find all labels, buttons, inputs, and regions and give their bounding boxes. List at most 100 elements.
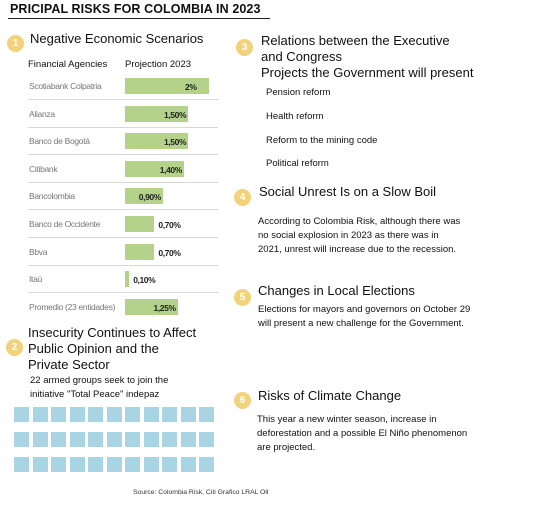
armed-group-square [14,457,29,472]
bar-category-label: Banco de Occidente [29,219,101,229]
bar-value-label: 0,10% [133,275,156,286]
armed-group-square [143,432,159,447]
bar [125,298,178,315]
bar [125,160,184,177]
armed-group-square [51,407,66,422]
armed-group-square [125,457,140,472]
reform-item: Health reform [266,111,324,122]
bar [125,188,163,205]
bar [125,133,188,150]
title-underline [8,18,270,19]
armed-group-square [88,432,103,447]
armed-group-square [106,407,122,422]
armed-group-square [143,457,159,472]
section-4-number-badge: 4 [234,189,251,206]
bar [125,243,155,260]
section-1-number-badge: 1 [7,35,24,52]
row-separator [28,126,218,128]
armed-group-square [162,432,177,447]
armed-group-square [88,407,103,422]
armed-group-square [199,407,214,422]
armed-group-square [143,407,159,422]
column-header-agencies: Financial Agencies [28,59,108,70]
bar-category-label: Banco de Bogotá [29,136,90,147]
section-2-heading-line: Public Opinion and the [28,341,159,356]
bar-category-label: Promedio (23 entidades) [29,301,116,312]
section-3-heading-line: Relations between the Executive [261,33,450,48]
bar-category-label: Itaú [29,274,42,285]
bar-value-label: 1,40% [159,164,183,175]
row-separator [28,237,218,238]
bar-value-label: 0,70% [158,220,181,230]
section-3-heading-line: and Congress [261,49,342,64]
section-4-text-line: According to Colombia Risk, although the… [258,216,461,227]
reform-item: Political reform [266,158,329,169]
armed-group-square [14,407,29,422]
bar [125,271,130,288]
section-5-number-badge: 5 [234,289,251,306]
armed-group-square [180,407,196,422]
section-2-text-line: 22 armed groups seek to join the [30,375,169,386]
section-2-text: 22 armed groups seek to join the initiat… [30,374,168,402]
armed-group-square [162,407,177,422]
projection-bar-chart: Scotiabank Colpatria 2% Alianza 1,50% Banco … [0,0,220,330]
row-separator [28,154,218,156]
section-2-heading-line: Insecurity Continues to Affect [28,325,197,340]
bar-value-label: 1,50% [164,137,187,148]
bar [125,105,188,122]
armed-group-square [106,457,122,472]
armed-group-square [69,457,85,472]
source-note: Source: Colombia Risk, Citi Grafico LRAL… [133,489,269,496]
bar [125,78,209,94]
reform-item: Pension reform [266,87,331,98]
section-6-text: This year a new winter season, increase … [257,413,467,455]
section-2-number-badge: 2 [6,339,23,356]
bar-value-label: 0,70% [158,247,181,258]
armed-group-square [69,432,85,447]
section-5-text-line: Elections for mayors and governors on Oc… [258,304,471,315]
section-5-heading: Changes in Local Elections [258,283,415,298]
armed-group-square [51,432,66,447]
armed-group-square [51,457,66,472]
armed-group-square [69,407,85,422]
section-5-text-line: will present a new challenge for the Gov… [258,318,464,329]
section-4-text-line: 2021, unrest will increase due to the re… [258,244,457,255]
section-3-number-badge: 3 [236,39,253,56]
armed-group-square [88,457,103,472]
section-3-subheading: Projects the Government will present [261,65,474,80]
armed-group-square [125,432,140,447]
armed-group-square [32,457,48,472]
bar-value-label: 0,90% [138,192,162,203]
section-2-heading: Insecurity Continues to Affect Public Op… [28,325,196,373]
armed-group-square [32,432,48,447]
row-separator [28,292,218,294]
section-4-heading: Social Unrest Is on a Slow Boil [259,184,437,199]
page-title: PRICIPAL RISKS FOR COLOMBIA IN 2023 [10,2,261,16]
bar-value-label: 2% [185,82,197,92]
armed-group-square [106,432,122,447]
section-6-text-line: deforestation and a possible El Niño phe… [257,428,468,439]
section-2-heading-line: Private Sector [28,357,110,372]
section-4-text-line: no social explosion in 2023 as there was… [258,230,439,241]
armed-group-square [199,457,214,472]
armed-group-square [180,457,196,472]
bar-category-label: Bancolombia [29,191,75,202]
armed-group-square [32,407,48,422]
section-6-text-line: are projected. [257,442,316,453]
section-6-text-line: This year a new winter season, increase … [257,414,437,425]
bar-value-label: 1,25% [153,302,177,313]
section-6-heading: Risks of Climate Change [258,388,402,403]
section-4-text: According to Colombia Risk, although the… [258,215,460,257]
column-header-projection: Projection 2023 [125,59,192,70]
section-2-text-line: initiative "Total Peace" indepaz [30,389,160,400]
section-5-text: Elections for mayors and governors on Oc… [258,303,470,331]
bar-category-label: Citibank [29,163,58,174]
armed-group-square [180,432,196,447]
bar-category-label: Scotiabank Colpatria [29,81,102,91]
armed-group-square [162,457,177,472]
row-separator [28,99,218,100]
row-separator [28,264,218,266]
section-1-heading: Negative Economic Scenarios [30,31,204,46]
row-separator [28,181,218,183]
bar-category-label: Bbva [29,246,48,257]
